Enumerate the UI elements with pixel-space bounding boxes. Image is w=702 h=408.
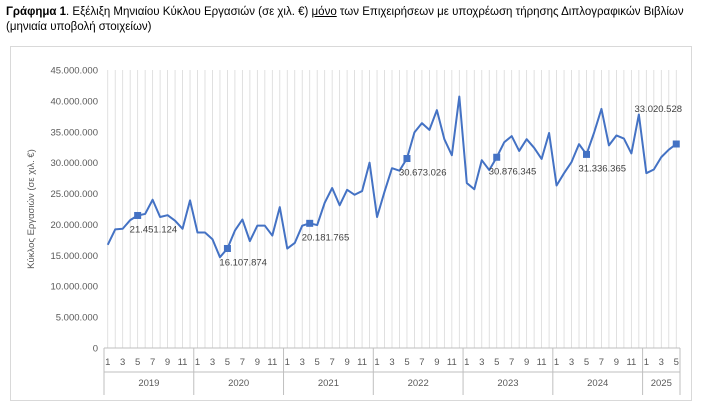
month-tick-label: 11 — [447, 357, 457, 368]
month-tick-label: 5 — [315, 357, 320, 368]
y-tick-label: 25.000.000 — [50, 189, 98, 200]
month-tick-label: 7 — [150, 357, 155, 368]
month-tick-label: 9 — [344, 357, 349, 368]
caption-text-after: των Επιχειρήσεων με υποχρέωση τήρησης Δι… — [6, 6, 684, 33]
y-tick-label: 30.000.000 — [50, 158, 98, 169]
data-label: 16.107.874 — [219, 257, 267, 268]
y-axis: 0 5.000.000 10.000.000 15.000.000 20.000.000… — [50, 66, 98, 355]
data-marker — [223, 244, 231, 252]
figure-caption: Γράφημα 1. Εξέλιξη Μηνιαίου Κύκλου Εργασ… — [6, 5, 696, 35]
month-tick-label: 11 — [178, 357, 188, 368]
month-tick-label: 11 — [267, 357, 277, 368]
month-tick-label: 11 — [357, 357, 367, 368]
y-tick-label: 40.000.000 — [50, 96, 98, 107]
month-tick-label: 7 — [419, 357, 424, 368]
data-label: 30.673.026 — [399, 168, 447, 179]
caption-emphasis: μόνο — [311, 6, 337, 18]
month-tick-label: 9 — [255, 357, 260, 368]
year-label: 2019 — [138, 378, 159, 389]
y-tick-label: 45.000.000 — [50, 66, 98, 77]
year-label: 2025 — [651, 378, 672, 389]
month-tick-label: 1 — [374, 357, 379, 368]
year-label: 2021 — [318, 378, 339, 389]
data-marker — [493, 153, 501, 161]
month-tick-label: 1 — [554, 357, 559, 368]
month-tick-label: 11 — [626, 357, 636, 368]
data-marker — [134, 211, 142, 219]
series-line — [106, 95, 677, 259]
year-label: 2023 — [497, 378, 518, 389]
y-axis-title: Κύκλος Εργασιών (σε χιλ. €) — [26, 149, 37, 269]
month-tick-label: 7 — [599, 357, 604, 368]
y-tick-label: 20.000.000 — [50, 220, 98, 231]
month-tick-label: 11 — [537, 357, 547, 368]
year-label: 2020 — [228, 378, 249, 389]
month-tick-label: 5 — [404, 357, 409, 368]
data-label: 33.020.528 — [634, 104, 682, 115]
year-label: 2022 — [408, 378, 429, 389]
month-tick-label: 9 — [614, 357, 619, 368]
month-tick-label: 1 — [105, 357, 110, 368]
month-tick-label: 9 — [434, 357, 439, 368]
month-tick-label: 5 — [494, 357, 499, 368]
month-tick-label: 1 — [285, 357, 290, 368]
month-tick-label: 5 — [225, 357, 230, 368]
month-tick-label: 5 — [584, 357, 589, 368]
y-tick-label: 15.000.000 — [50, 251, 98, 262]
data-marker — [582, 150, 590, 158]
y-tick-label: 0 — [93, 344, 98, 355]
data-marker — [306, 219, 314, 227]
month-tick-label: 7 — [330, 357, 335, 368]
month-tick-label: 9 — [165, 357, 170, 368]
data-marker — [403, 155, 411, 163]
month-tick-label: 3 — [659, 357, 664, 368]
month-tick-label: 3 — [210, 357, 215, 368]
y-tick-label: 10.000.000 — [50, 282, 98, 293]
caption-number: Γράφημα 1 — [6, 6, 67, 18]
data-label: 31.336.365 — [578, 163, 626, 174]
data-label: 30.876.345 — [489, 166, 537, 177]
caption-text-before: . Εξέλιξη Μηνιαίου Κύκλου Εργασιών (σε χ… — [66, 6, 312, 18]
month-tick-label: 7 — [509, 357, 514, 368]
month-tick-label: 1 — [195, 357, 200, 368]
month-tick-label: 9 — [524, 357, 529, 368]
month-tick-label: 1 — [644, 357, 649, 368]
month-tick-label: 1 — [464, 357, 469, 368]
series-line-group — [106, 95, 677, 259]
vertical-gridlines — [107, 70, 677, 348]
month-tick-label: 3 — [569, 357, 574, 368]
month-tick-label: 3 — [300, 357, 305, 368]
month-tick-label: 5 — [135, 357, 140, 368]
month-tick-label: 3 — [120, 357, 125, 368]
y-tick-label: 5.000.000 — [56, 313, 98, 324]
data-label: 21.451.124 — [130, 224, 178, 235]
month-tick-label: 3 — [389, 357, 394, 368]
year-label: 2024 — [587, 378, 608, 389]
month-tick-label: 5 — [674, 357, 679, 368]
y-tick-label: 35.000.000 — [50, 127, 98, 138]
data-marker — [672, 140, 680, 148]
data-markers: 21.451.124 16.107.874 20.181.765 30.673.026… — [130, 104, 682, 268]
month-tick-label: 7 — [240, 357, 245, 368]
month-tick-label: 3 — [479, 357, 484, 368]
chart-frame — [10, 46, 692, 401]
data-label: 20.181.765 — [302, 232, 350, 243]
